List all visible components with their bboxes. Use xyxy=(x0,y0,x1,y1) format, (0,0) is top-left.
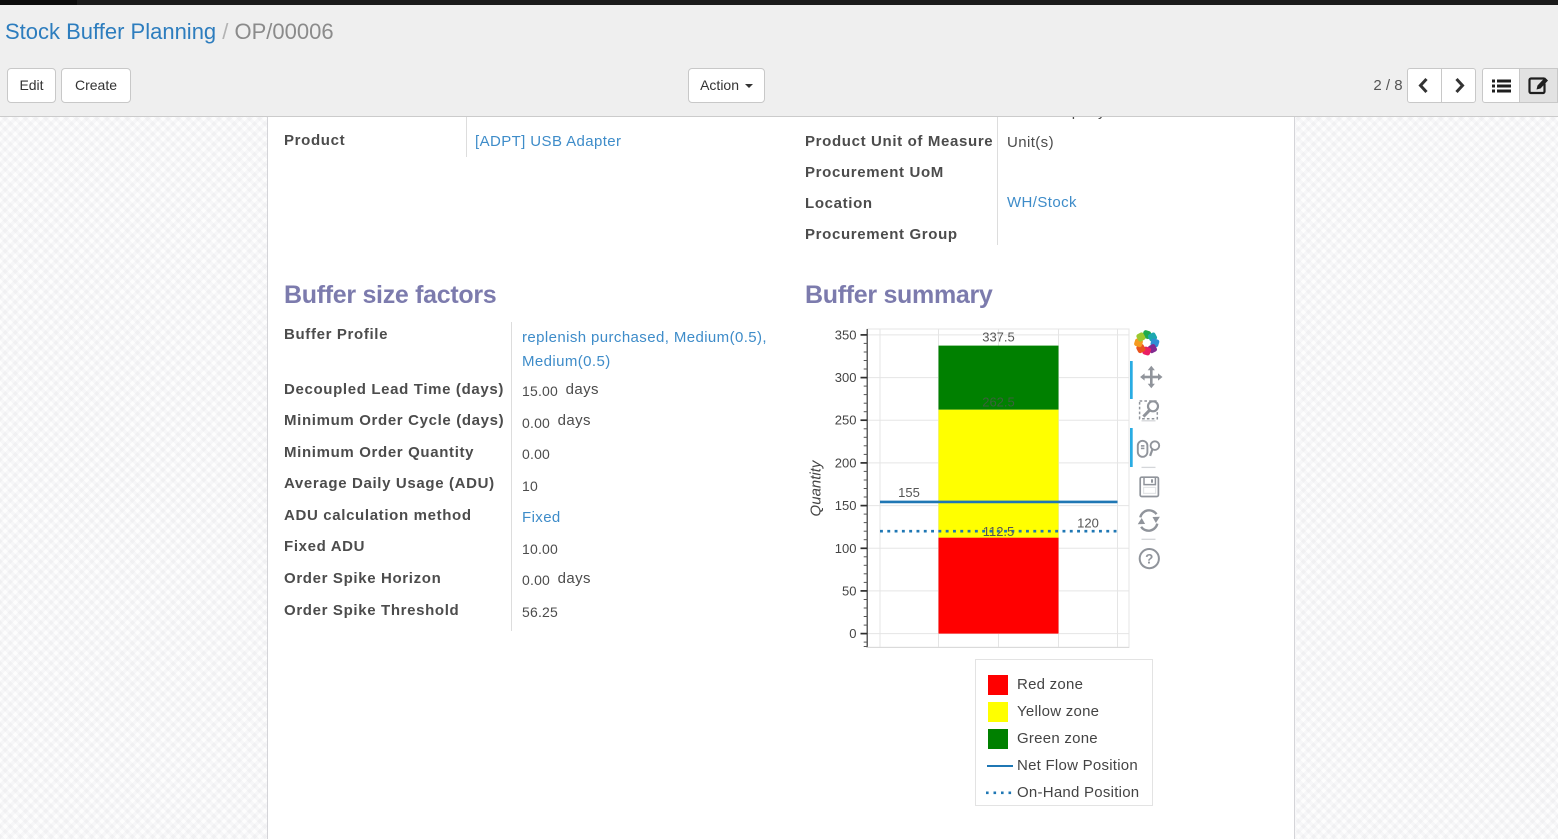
svg-text:112.5: 112.5 xyxy=(983,524,1015,539)
svg-text:120: 120 xyxy=(1077,515,1099,530)
svg-text:250: 250 xyxy=(835,413,857,428)
svg-text:150: 150 xyxy=(835,498,857,513)
svg-text:350: 350 xyxy=(835,327,857,342)
svg-text:0: 0 xyxy=(849,626,856,641)
svg-text:262.5: 262.5 xyxy=(982,394,1015,409)
svg-text:337.5: 337.5 xyxy=(982,330,1015,345)
svg-text:300: 300 xyxy=(835,370,857,385)
svg-text:155: 155 xyxy=(898,485,920,500)
svg-text:Quantity: Quantity xyxy=(808,459,825,516)
svg-text:100: 100 xyxy=(835,541,857,556)
svg-text:200: 200 xyxy=(835,455,857,470)
svg-text:50: 50 xyxy=(842,583,856,598)
svg-text:?: ? xyxy=(1145,552,1153,567)
